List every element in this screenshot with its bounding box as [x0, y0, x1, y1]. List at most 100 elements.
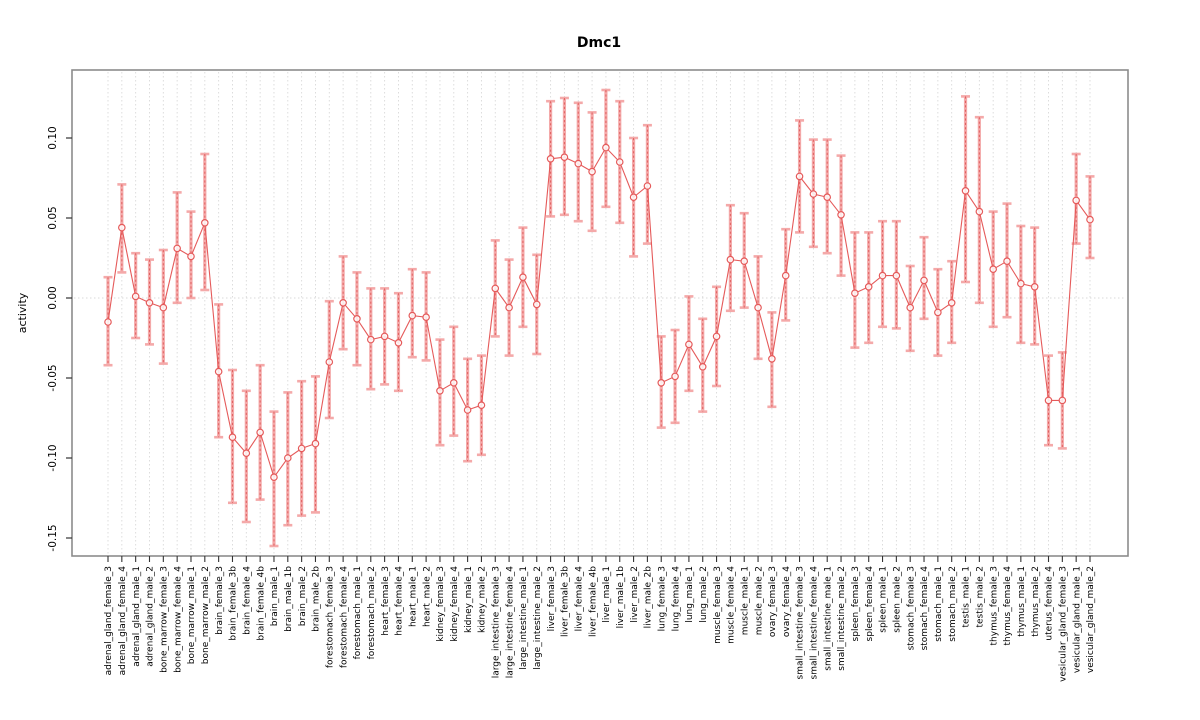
x-tick-label: lung_female_3: [657, 566, 667, 631]
data-point: [602, 143, 610, 152]
x-tick-label: vesicular_gland_male_1: [1072, 566, 1082, 673]
x-tick-label: small_intestine_female_3: [796, 566, 806, 679]
data-point: [408, 311, 417, 320]
data-point: [989, 265, 997, 274]
data-point: [1017, 279, 1025, 288]
data-point: [726, 255, 735, 264]
x-tick-label: lung_male_2: [699, 566, 709, 623]
data-point: [712, 332, 721, 341]
x-tick-label: small_intestine_male_1: [823, 566, 833, 671]
data-point: [629, 193, 638, 202]
x-tick-label: forestomach_female_4: [339, 566, 349, 668]
x-tick-label: brain_female_3b: [229, 566, 239, 641]
data-point: [754, 303, 762, 312]
x-tick-label: brain_male_2: [298, 566, 308, 626]
data-point: [975, 207, 984, 216]
y-tick-label: -0.15: [47, 524, 59, 551]
data-point: [1044, 396, 1053, 405]
x-tick-label: spleen_female_4: [865, 566, 875, 642]
data-point: [864, 282, 873, 291]
x-tick-label: ovary_female_4: [782, 566, 792, 637]
data-layer: [103, 88, 1095, 548]
data-point: [270, 473, 278, 482]
plot-frame: [71, 69, 1129, 557]
data-point: [837, 211, 845, 219]
data-point: [256, 428, 264, 437]
data-point: [1030, 282, 1039, 291]
x-tick-label: stomach_female_3: [906, 566, 916, 650]
data-point: [366, 335, 375, 344]
x-tick-label: liver_female_4: [574, 566, 584, 632]
data-point: [201, 219, 209, 227]
data-point: [809, 190, 818, 198]
x-tick-label: heart_female_3: [381, 566, 391, 636]
x-tick-label: heart_male_2: [422, 566, 432, 627]
x-tick-label: small_intestine_male_2: [837, 566, 847, 671]
x-tick-label: kidney_male_2: [478, 566, 488, 633]
x-tick-label: kidney_female_4: [450, 566, 460, 642]
x-tick-label: testis_male_1: [962, 566, 972, 628]
x-tick-label: brain_male_2b: [312, 566, 322, 632]
x-tick-label: liver_male_1: [602, 566, 612, 623]
x-tick-label: large_intestine_female_4: [505, 566, 515, 679]
x-tick-label: spleen_male_2: [893, 566, 903, 633]
data-point: [546, 155, 555, 163]
x-tick-label: vesicular_gland_female_3: [1059, 566, 1069, 682]
data-point: [574, 159, 583, 168]
x-tick-label: brain_female_3: [215, 566, 225, 635]
data-point: [380, 332, 389, 341]
data-point: [463, 406, 472, 414]
x-tick-label: bone_marrow_male_1: [187, 566, 197, 664]
data-point: [643, 182, 652, 190]
x-tick-label: muscle_female_3: [713, 566, 723, 644]
data-point: [449, 378, 458, 387]
data-point: [131, 292, 140, 301]
x-tick-label: stomach_male_2: [948, 566, 958, 642]
data-point: [118, 223, 126, 232]
data-point: [284, 454, 292, 462]
x-tick-label: large_intestine_male_1: [519, 566, 529, 670]
x-tick-label: large_intestine_female_3: [491, 566, 501, 678]
data-point: [795, 172, 804, 181]
data-point: [671, 372, 679, 381]
data-point: [947, 298, 956, 307]
data-point: [588, 167, 596, 176]
data-point: [477, 401, 486, 410]
data-point: [768, 354, 776, 363]
data-point: [1003, 257, 1011, 266]
x-tick-label: testis_male_2: [976, 566, 986, 628]
x-tick-label: brain_male_1: [270, 566, 280, 626]
data-point: [657, 378, 666, 387]
data-point: [878, 271, 887, 280]
data-point: [920, 276, 928, 285]
x-tick-label: bone_marrow_female_3: [160, 566, 170, 673]
x-tick-label: brain_female_4: [243, 566, 253, 635]
x-tick-label: liver_female_3b: [561, 566, 571, 637]
x-tick-label: thymus_female_4: [1003, 566, 1013, 646]
x-tick-label: spleen_female_3: [851, 566, 861, 641]
x-tick-label: brain_female_4b: [256, 566, 266, 641]
x-tick-label: large_intestine_male_2: [533, 566, 543, 670]
x-tick-label: bone_marrow_male_2: [201, 566, 211, 664]
x-tick-label: adrenal_gland_female_4: [118, 566, 128, 676]
x-tick-label: stomach_male_1: [934, 566, 944, 642]
series-line: [107, 146, 1091, 479]
data-point: [311, 439, 320, 448]
chart-title: Dmc1: [577, 35, 621, 51]
x-tick-label: heart_female_4: [395, 566, 405, 636]
x-tick-label: liver_female_4b: [588, 566, 598, 637]
data-point: [615, 158, 624, 166]
data-point: [491, 284, 500, 293]
data-point: [906, 303, 914, 312]
data-point: [892, 271, 901, 280]
data-point: [325, 358, 334, 366]
data-point: [394, 338, 403, 347]
data-point: [532, 300, 541, 309]
data-point: [1072, 196, 1080, 205]
data-point: [560, 153, 569, 162]
x-tick-label: forestomach_male_1: [353, 566, 363, 659]
data-point: [823, 193, 832, 202]
x-tick-label: adrenal_gland_male_2: [146, 566, 156, 667]
data-point: [214, 367, 223, 376]
